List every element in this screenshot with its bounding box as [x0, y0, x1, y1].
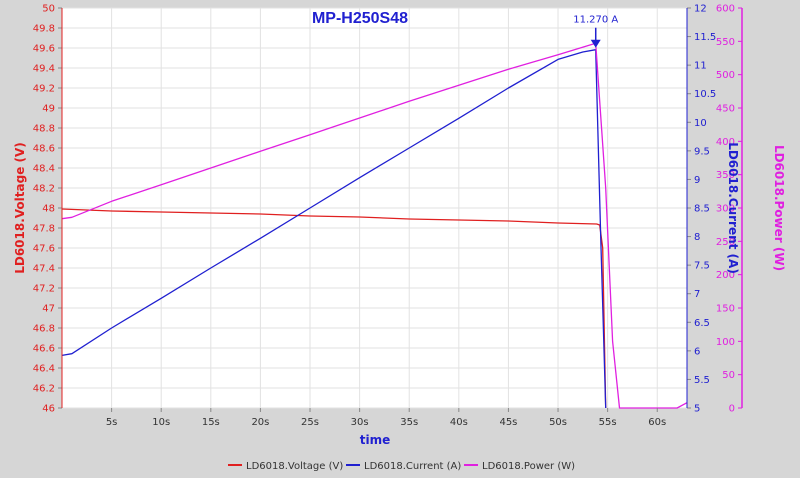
voltage-tick-label: 50 — [42, 4, 55, 15]
power-tick-label: 150 — [716, 304, 735, 315]
series-line-power — [61, 42, 688, 409]
voltage-tick-label: 47.6 — [33, 244, 55, 255]
current-tick-label: 6 — [694, 346, 700, 357]
voltage-tick-label: 48.2 — [33, 184, 55, 195]
current-tick-label: 8 — [694, 232, 700, 243]
x-tick-label: 45s — [499, 417, 517, 428]
x-tick-label: 60s — [648, 417, 666, 428]
power-tick-label: 600 — [716, 4, 735, 15]
x-tick-label: 55s — [599, 417, 617, 428]
voltage-tick-label: 48 — [42, 204, 55, 215]
current-tick-label: 10 — [694, 118, 707, 129]
chart-title: MP-H250S48 — [312, 10, 408, 27]
current-tick-label: 12 — [694, 4, 707, 15]
power-tick-label: 300 — [716, 204, 735, 215]
grid — [62, 7, 687, 409]
legend-label-voltage: LD6018.Voltage (V) — [246, 461, 343, 472]
voltage-tick-label: 46.8 — [33, 324, 55, 335]
current-tick-label: 5 — [694, 404, 700, 415]
power-tick-label: 0 — [729, 404, 735, 415]
voltage-tick-label: 48.4 — [33, 164, 55, 175]
voltage-tick-label: 49.6 — [33, 44, 55, 55]
voltage-tick-label: 47 — [42, 304, 55, 315]
annotation-layer: 11.270 A — [573, 15, 618, 48]
voltage-tick-label: 47.2 — [33, 284, 55, 295]
power-tick-label: 100 — [716, 337, 735, 348]
x-tick-label: 15s — [202, 417, 220, 428]
power-tick-label: 200 — [716, 270, 735, 281]
voltage-tick-label: 49 — [42, 104, 55, 115]
voltage-tick-label: 46.4 — [33, 364, 55, 375]
axes-layer: 5s 10s 15s 20s 25s 30s 35s 40s 45s 50s 55s 60s 46 46.… — [33, 4, 743, 428]
voltage-tick-label: 47.8 — [33, 224, 55, 235]
series-line-voltage — [61, 208, 607, 409]
power-tick-label: 450 — [716, 104, 735, 115]
current-tick-label: 7 — [694, 289, 700, 300]
x-tick-label: 5s — [106, 417, 118, 428]
series-line-current — [61, 49, 607, 409]
legend: LD6018.Voltage (V) LD6018.Current (A) LD60… — [228, 461, 575, 472]
power-axis-title: LD6018.Power (W) — [772, 145, 786, 271]
legend-label-current: LD6018.Current (A) — [364, 461, 461, 472]
current-tick-label: 6.5 — [694, 318, 710, 329]
x-axis-title: time — [360, 433, 391, 447]
voltage-tick-label: 49.8 — [33, 24, 55, 35]
voltage-tick-label: 46.6 — [33, 344, 55, 355]
series-layer — [61, 42, 688, 409]
current-tick-label: 7.5 — [694, 261, 710, 272]
voltage-tick-label: 46 — [42, 404, 55, 415]
current-tick-label: 11.5 — [694, 32, 716, 43]
voltage-tick-label: 48.6 — [33, 144, 55, 155]
power-tick-label: 350 — [716, 170, 735, 181]
voltage-tick-label: 49.4 — [33, 64, 55, 75]
power-tick-label: 250 — [716, 237, 735, 248]
current-tick-label: 11 — [694, 61, 707, 72]
x-tick-label: 10s — [152, 417, 170, 428]
legend-label-power: LD6018.Power (W) — [482, 461, 575, 472]
voltage-axis-title: LD6018.Voltage (V) — [13, 142, 27, 274]
power-tick-label: 50 — [722, 370, 735, 381]
current-tick-label: 5.5 — [694, 375, 710, 386]
x-tick-label: 35s — [400, 417, 418, 428]
power-tick-label: 400 — [716, 137, 735, 148]
current-tick-label: 10.5 — [694, 89, 716, 100]
annotation-arrow-head — [590, 39, 601, 48]
voltage-tick-label: 48.8 — [33, 124, 55, 135]
annotation-label: 11.270 A — [573, 15, 618, 26]
voltage-tick-label: 49.2 — [33, 84, 55, 95]
x-tick-label: 20s — [251, 417, 269, 428]
voltage-tick-label: 46.2 — [33, 384, 55, 395]
power-tick-label: 550 — [716, 37, 735, 48]
power-tick-label: 500 — [716, 70, 735, 81]
voltage-tick-label: 47.4 — [33, 264, 55, 275]
current-tick-label: 8.5 — [694, 204, 710, 215]
current-axis-title: LD6018.Current (A) — [726, 142, 740, 274]
x-tick-label: 25s — [301, 417, 319, 428]
x-tick-label: 50s — [549, 417, 567, 428]
current-tick-label: 9.5 — [694, 146, 710, 157]
current-tick-label: 9 — [694, 175, 700, 186]
x-tick-label: 30s — [351, 417, 369, 428]
x-tick-label: 40s — [450, 417, 468, 428]
